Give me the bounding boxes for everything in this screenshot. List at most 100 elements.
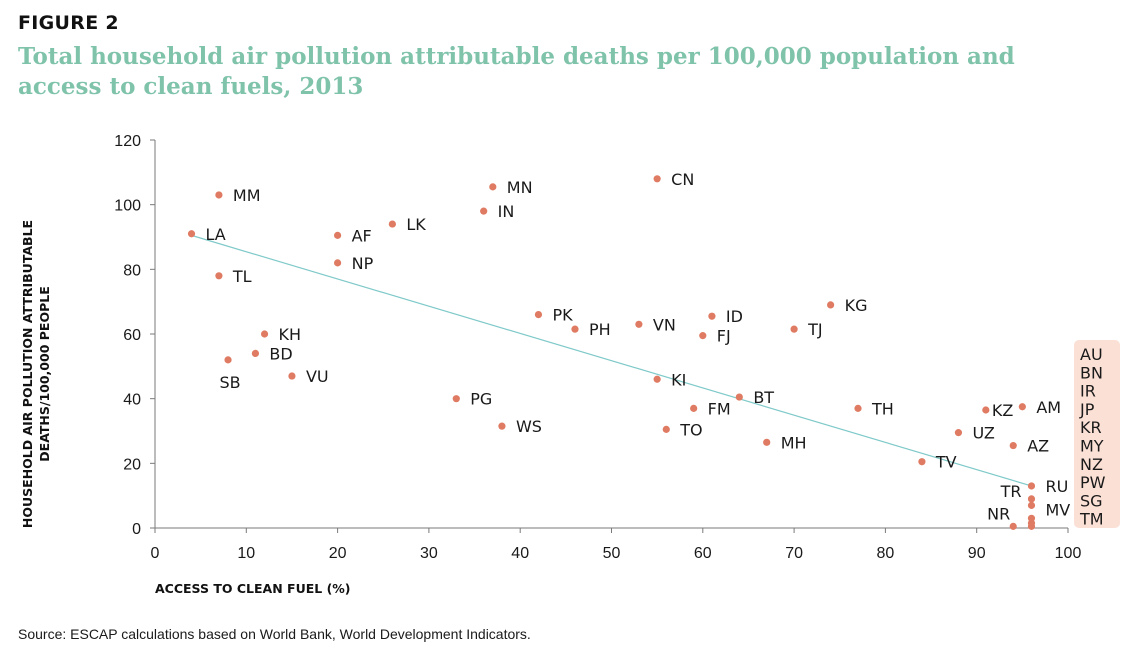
data-point [918,458,926,466]
data-point-label: PH [589,320,611,339]
data-point-label: BD [269,344,292,363]
grouped-country-label: KR [1080,418,1102,437]
data-point [690,404,698,412]
grouped-country-label: NZ [1080,455,1103,474]
data-point [288,372,296,380]
data-point [653,375,661,383]
x-tick-label: 80 [877,545,895,562]
data-point [489,183,497,191]
data-point [334,259,342,267]
data-point [982,406,990,414]
y-tick-label: 40 [123,392,141,409]
x-tick-label: 50 [603,545,621,562]
data-point-label: MM [233,186,261,205]
data-point-label: LA [206,225,226,244]
data-point [954,429,963,437]
y-tick-label: 20 [123,456,141,473]
data-point [388,220,396,228]
data-point [699,332,707,340]
grouped-box-background [1074,340,1120,528]
data-point [1027,495,1036,503]
grouped-country-label: BN [1080,363,1103,382]
grouped-country-label: PW [1080,473,1106,492]
data-point [735,393,743,401]
data-point-label: PK [552,306,573,325]
data-point-label: NP [352,254,374,273]
x-tick-label: 100 [1055,545,1082,562]
data-point [1018,403,1026,411]
data-point-label: SB [219,373,240,392]
scatter-chart: 0 20 40 60 80 100 120 0 10 20 30 40 50 60 70 80 90 100 MM… [20,133,1120,596]
data-point-label: FJ [717,327,731,346]
data-point-label: IN [498,202,515,221]
data-point-label: AM [1036,398,1061,417]
data-point-label: VN [653,315,676,334]
data-point-label: AZ [1027,437,1049,456]
y-tick-label: 100 [114,198,141,215]
data-point-label: TO [679,420,702,439]
grouped-country-label: JP [1079,400,1095,419]
y-axis-title-line: DEATHS/100,000 PEOPLE [37,286,52,461]
data-point [215,191,223,199]
data-point [708,312,716,320]
grouped-country-label: TM [1079,510,1104,529]
x-tick-label: 20 [329,545,347,562]
data-point [480,207,488,215]
y-tick-label: 120 [114,133,141,150]
data-point-label: LK [406,215,426,234]
data-point-label: MN [507,178,533,197]
data-point-label: AF [352,226,372,245]
data-point [187,230,196,238]
data-point-label: MV [1045,500,1070,519]
data-point-label: TL [232,267,252,286]
data-point-label: MH [781,433,807,452]
data-point [224,356,232,364]
y-tick-label: 0 [132,521,141,538]
data-point [763,438,771,446]
grouped-country-label: AU [1080,345,1103,364]
data-point [260,330,269,338]
data-point-label: TV [935,453,957,472]
x-tick-label: 40 [511,545,529,562]
data-point-label: KZ [992,401,1013,420]
grouped-country-label: MY [1080,437,1104,456]
y-tick-label: 80 [123,262,141,279]
data-point [334,231,342,239]
data-point-label: ID [726,307,743,326]
data-point [452,395,460,403]
data-point [251,349,260,357]
x-tick-label: 10 [237,545,255,562]
data-point [653,175,661,183]
data-point [1009,441,1017,450]
source-note: Source: ESCAP calculations based on Worl… [18,626,531,642]
data-point [534,311,543,319]
data-point-label: UZ [972,424,994,443]
data-point [790,325,798,333]
x-tick-label: 0 [151,545,160,562]
data-point [1027,501,1036,509]
data-point-label: NR [987,504,1010,523]
x-axis-title: ACCESS TO CLEAN FUEL (%) [155,581,351,596]
data-point-label: TH [871,399,894,418]
data-point [1009,522,1017,530]
data-point [498,422,506,430]
figure-label: FIGURE 2 [18,12,119,34]
y-axis-title-line: HOUSEHOLD AIR POLLUTION ATTRIBUTABLE [20,220,35,528]
x-tick-label: 30 [420,545,438,562]
y-axis-title: HOUSEHOLD AIR POLLUTION ATTRIBUTABLE DEAT… [20,220,52,528]
data-point-label: WS [516,417,542,436]
grouped-country-label: IR [1080,382,1096,401]
data-point-label: FM [708,399,731,418]
chart-axes: 0 20 40 60 80 100 120 0 10 20 30 40 50 60 70 80 90 100 [114,133,1081,562]
data-point [1027,522,1036,530]
data-point [1027,482,1036,490]
data-point [827,301,835,309]
chart-title: Total household air pollution attributab… [18,43,1015,100]
data-point [635,320,643,328]
y-tick-label: 60 [123,327,141,344]
data-point-label: CN [671,170,694,189]
data-point-label: PG [470,390,492,409]
trend-line [191,234,1032,487]
data-point-label: KG [845,296,868,315]
